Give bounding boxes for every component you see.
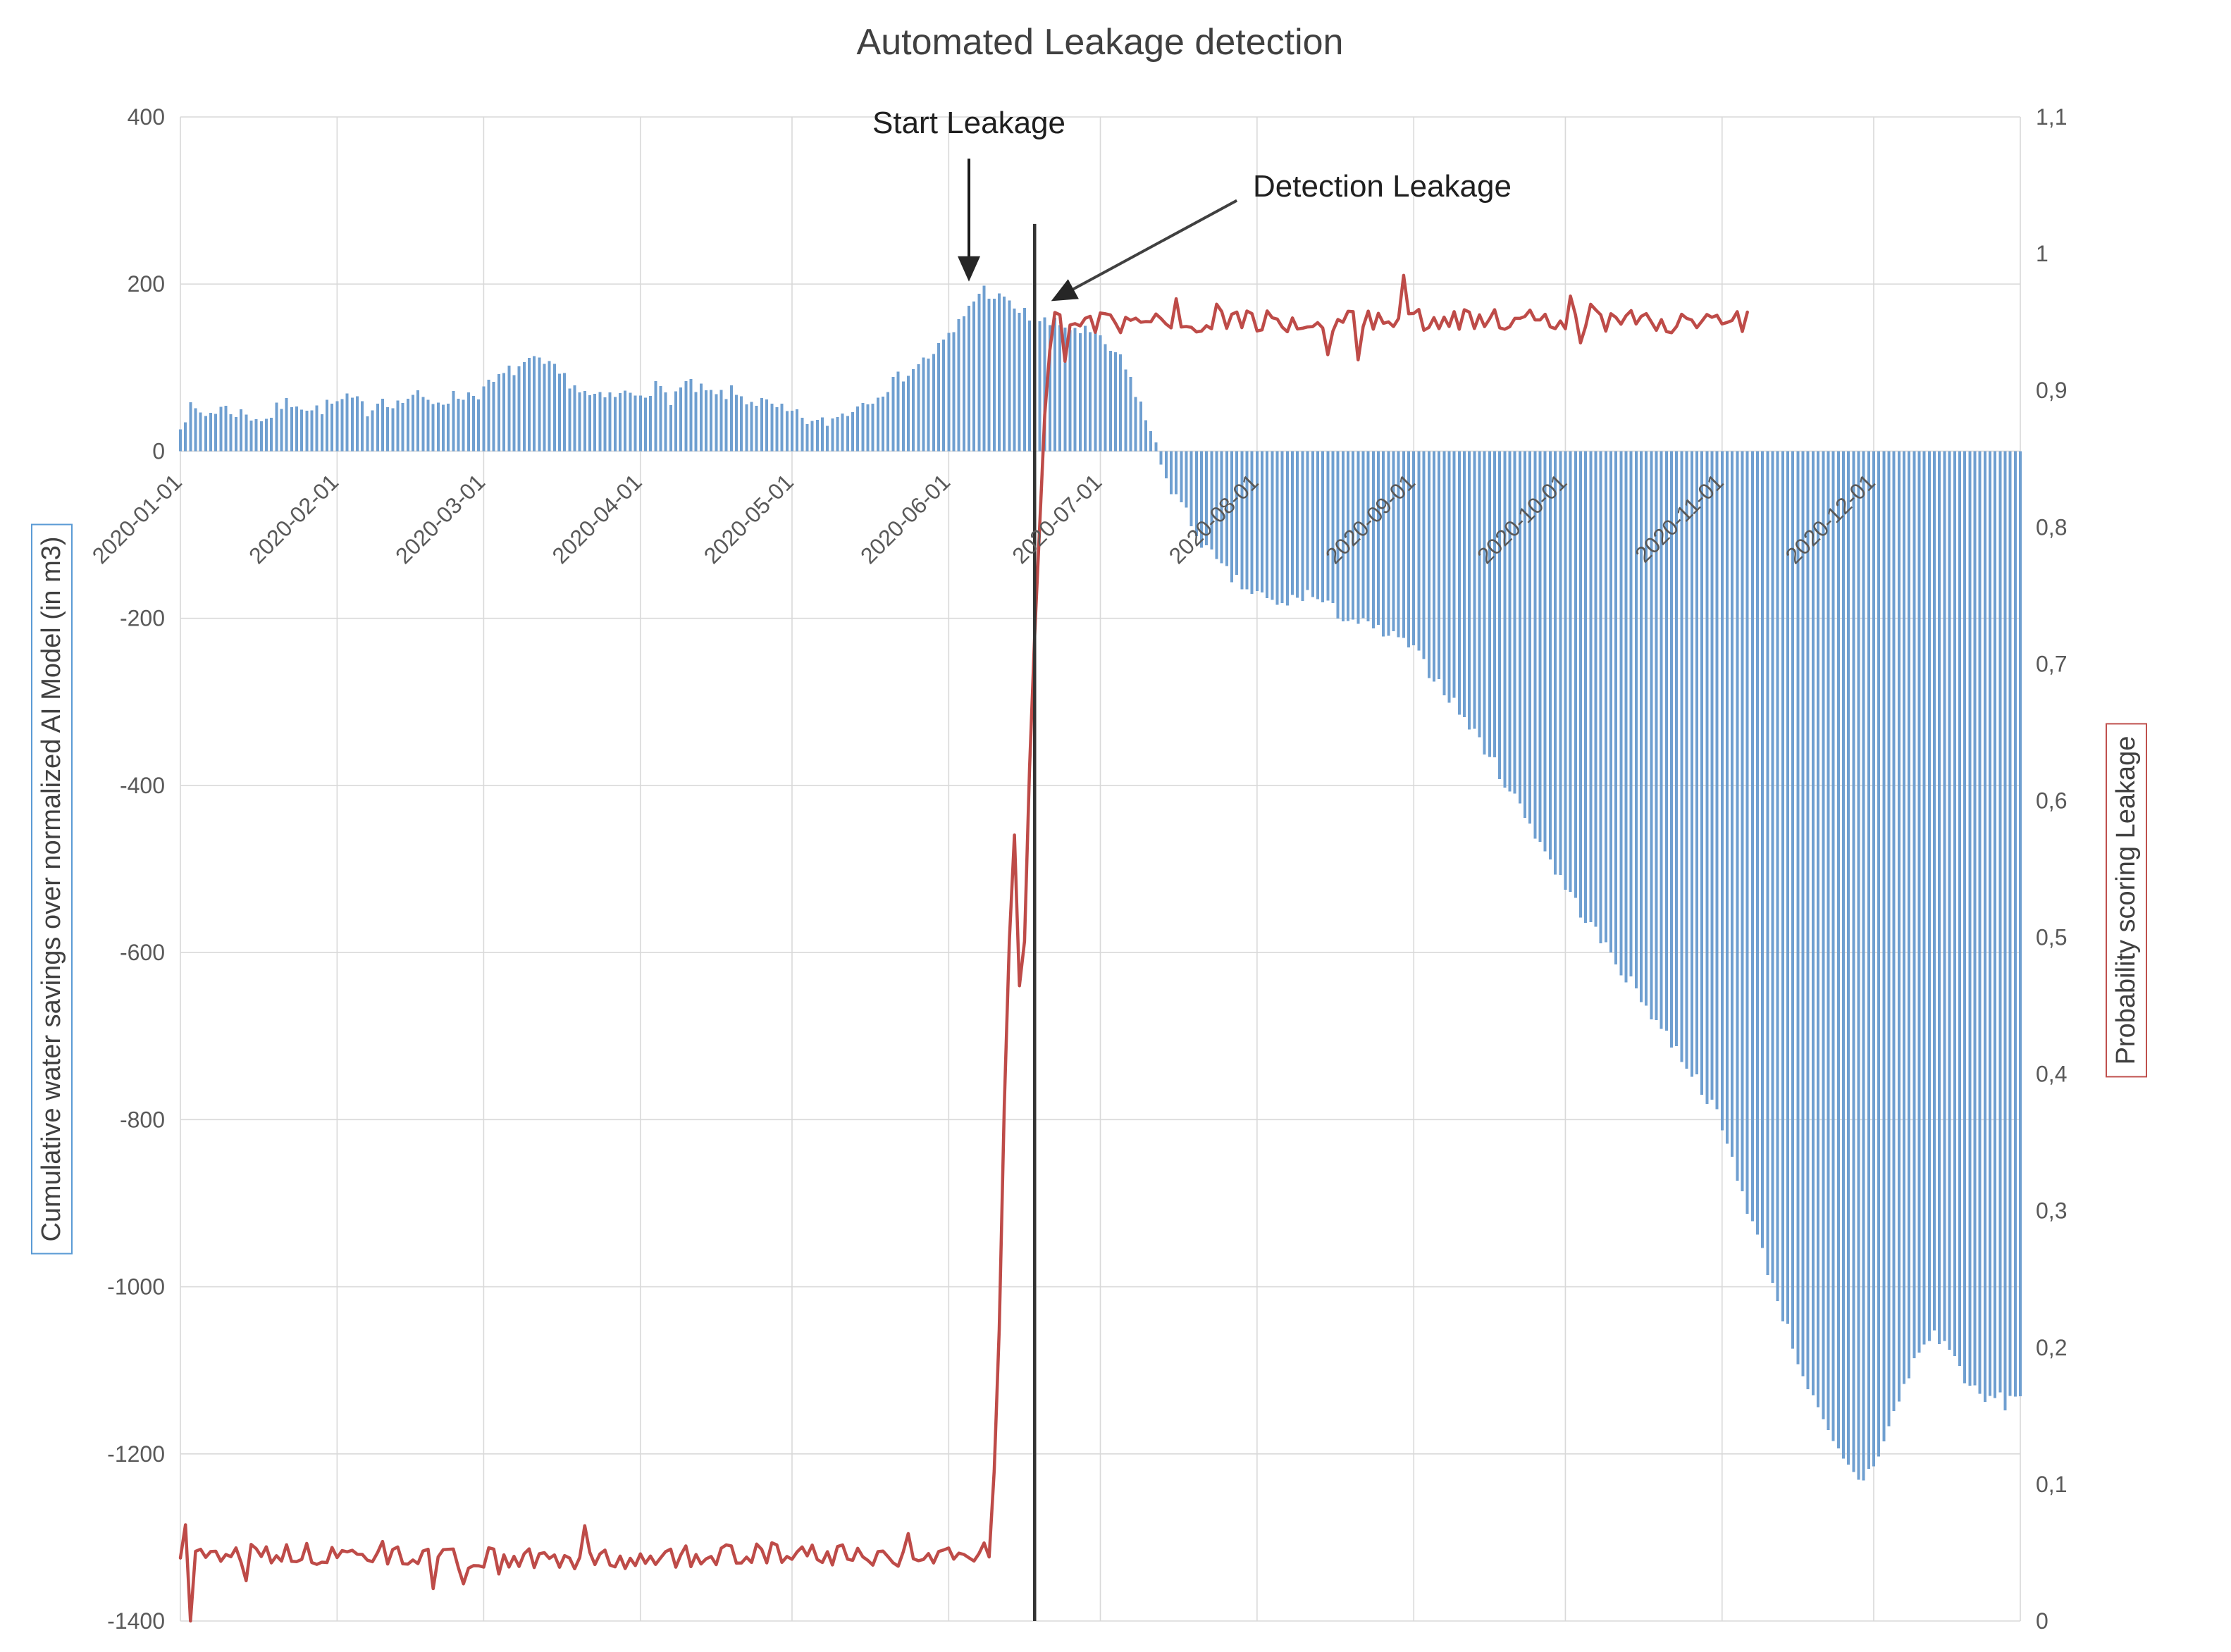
- left-axis-tick: -1200: [107, 1441, 165, 1467]
- right-axis-tick: 0: [2036, 1608, 2048, 1634]
- x-axis-tick: 2020-05-01: [699, 469, 798, 569]
- x-axis-tick: 2020-11-01: [1630, 469, 1729, 568]
- left-axis-tick: -600: [120, 940, 165, 965]
- left-axis-tick: -400: [120, 773, 165, 798]
- right-axis-tick: 0,7: [2036, 651, 2067, 676]
- right-axis-tick: 0,4: [2036, 1062, 2067, 1087]
- x-axis-tick: 2020-06-01: [855, 469, 955, 569]
- x-axis-tick: 2020-07-01: [1007, 469, 1106, 569]
- x-axis-tick: 2020-04-01: [547, 469, 646, 569]
- x-axis-tick: 2020-02-01: [244, 469, 343, 569]
- x-axis-tick: 2020-01-01: [87, 469, 187, 569]
- chart-title: Automated Leakage detection: [856, 22, 1344, 63]
- x-axis-tick: 2020-09-01: [1321, 469, 1420, 569]
- right-axis-label: Probability scoring Leakage: [2106, 723, 2147, 1078]
- right-axis-tick: 0,1: [2036, 1472, 2067, 1497]
- annotation-start-leakage: Start Leakage: [872, 106, 1065, 140]
- x-axis-tick: 2020-10-01: [1472, 469, 1571, 569]
- right-axis-tick: 0,3: [2036, 1198, 2067, 1224]
- left-axis-tick: -1400: [107, 1608, 165, 1634]
- axis-tick-labels: 400 200 0 -200 -400 -600 -800 -1000 -1200 -1400 1,…: [87, 104, 2068, 1634]
- probability-line: [178, 273, 1749, 1623]
- left-axis-tick: 200: [128, 271, 165, 297]
- right-axis-tick: 0,2: [2036, 1335, 2067, 1360]
- x-axis-tick: 2020-12-01: [1781, 469, 1880, 569]
- right-axis-tick: 0,6: [2036, 788, 2067, 813]
- detection-leader-arrow: [1051, 199, 1238, 302]
- right-axis-tick: 0,9: [2036, 378, 2067, 403]
- savings-bars: [179, 285, 2022, 1481]
- left-axis-tick: -200: [120, 606, 165, 631]
- left-axis-tick: 0: [152, 438, 165, 464]
- annotation-detection-leakage: Detection Leakage: [1253, 169, 1512, 204]
- left-axis-label: Cumulative water savings over normalized…: [31, 523, 73, 1255]
- right-axis-tick: 1,1: [2036, 104, 2067, 130]
- left-axis-tick: -800: [120, 1107, 165, 1132]
- left-axis-tick: -1000: [107, 1274, 165, 1300]
- x-axis-tick: 2020-08-01: [1164, 469, 1263, 569]
- right-axis-tick: 1: [2036, 241, 2048, 266]
- x-axis-tick: 2020-03-01: [390, 469, 490, 569]
- right-axis-tick: 0,5: [2036, 925, 2067, 950]
- right-axis-tick: 0,8: [2036, 514, 2067, 540]
- left-axis-tick: 400: [128, 104, 165, 130]
